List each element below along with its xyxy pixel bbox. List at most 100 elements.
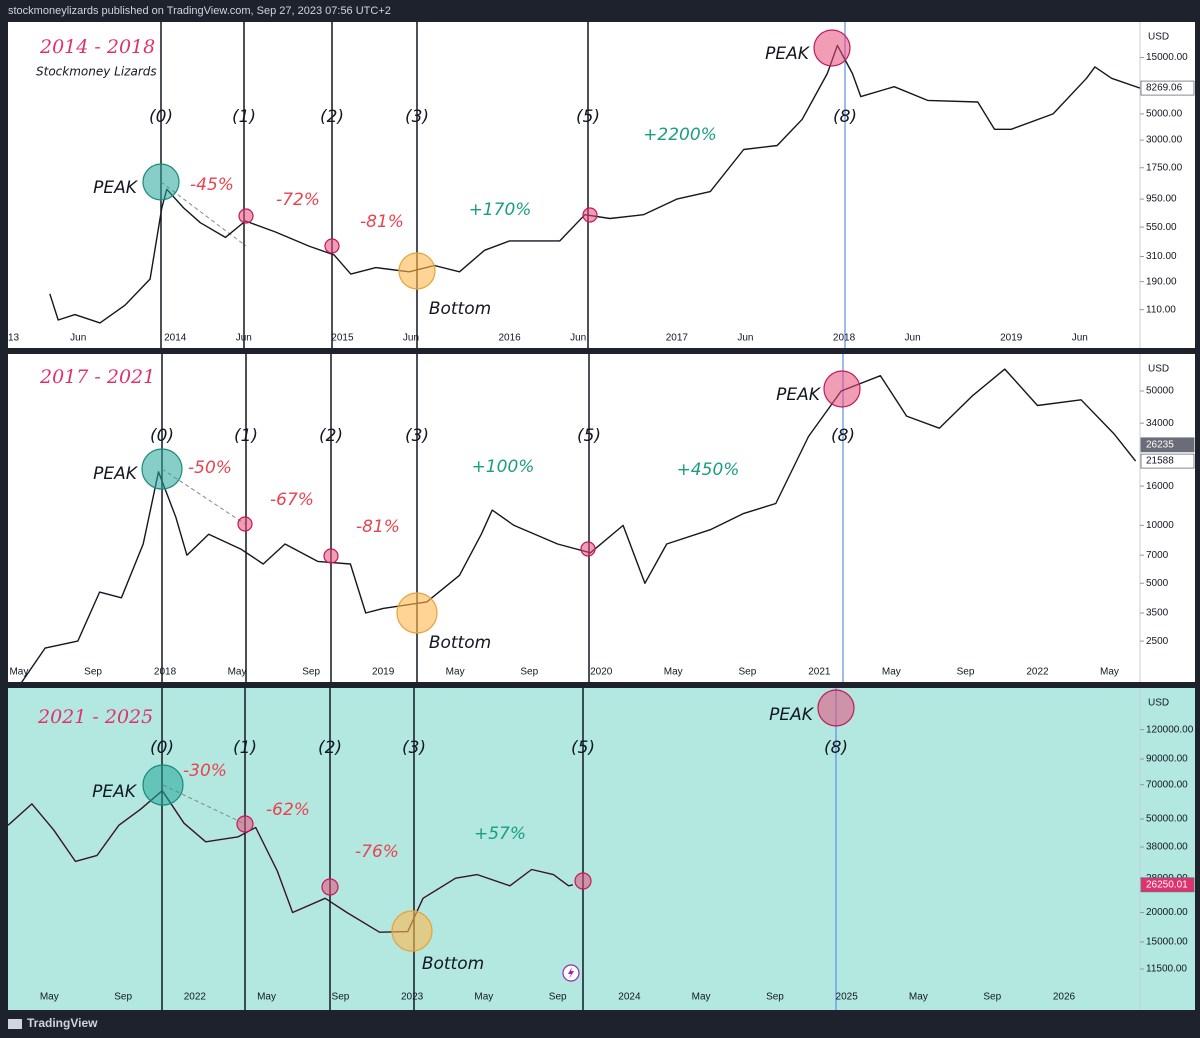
cycle-label: (8) <box>824 738 848 758</box>
x-tick-label: Sep <box>983 992 1001 1003</box>
x-tick-label: May <box>474 992 493 1003</box>
cycle-label: (3) <box>405 426 429 446</box>
highlight-circle <box>321 878 339 896</box>
x-tick-label: Sep <box>766 992 784 1003</box>
highlight-circle <box>398 252 436 290</box>
cycle-label: (1) <box>232 107 256 127</box>
cycle-label: (3) <box>402 738 426 758</box>
cycle-label: (5) <box>571 738 595 758</box>
annotation: +170% <box>469 200 532 220</box>
annotation: Bottom <box>422 954 484 974</box>
annotation: -30% <box>183 761 227 781</box>
annotation: -81% <box>360 212 404 232</box>
x-tick-label: May <box>40 992 59 1003</box>
x-tick-label: Sep <box>84 667 102 678</box>
x-tick-label: 2016 <box>498 333 521 344</box>
x-tick-label: Sep <box>520 667 538 678</box>
annotation: PEAK <box>93 178 139 198</box>
x-tick-label: 2024 <box>618 992 641 1003</box>
panel-background <box>8 354 1195 682</box>
price-tag-label: 21588 <box>1146 456 1174 467</box>
annotation: -62% <box>266 800 310 820</box>
y-tick-label: 38000.00 <box>1146 842 1188 853</box>
plot-area: (0) (1) (2) (3) (5) (8) PEAK -50% -67% -81% +100% +… <box>9 354 1137 682</box>
cycle-label: (0) <box>150 738 174 758</box>
price-tag-label: 26250.01 <box>1146 879 1188 890</box>
highlight-circle <box>238 208 254 224</box>
x-tick-label: 2022 <box>1026 667 1049 678</box>
annotation: +57% <box>474 824 526 844</box>
cycle-label: (1) <box>234 426 258 446</box>
x-tick-label: 2019 <box>1000 333 1023 344</box>
y-tick-label: 3000.00 <box>1146 135 1183 146</box>
y-tick-label: 11500.00 <box>1146 964 1187 975</box>
highlight-circle <box>574 872 592 890</box>
event-icon-bolt <box>568 967 574 979</box>
cycle-label: (8) <box>831 426 855 446</box>
panel-title: 2021 - 2025 <box>37 706 153 728</box>
y-tick-label: 120000.00 <box>1146 724 1194 735</box>
x-tick-label: 2018 <box>154 667 177 678</box>
cycle-label: (3) <box>405 107 429 127</box>
x-tick-label: 2021 <box>808 667 831 678</box>
x-tick-label: May <box>446 667 465 678</box>
x-tick-label: Jun <box>570 333 586 344</box>
plot-area: (0) (1) (2) (3) (5) (8) PEAK PEAK -30% -62% -76% +5… <box>8 688 1076 1010</box>
y-tick-label: 20000.00 <box>1146 907 1188 918</box>
x-tick-label: May <box>9 667 28 678</box>
highlight-circle <box>396 592 438 634</box>
price-tag <box>1140 877 1195 893</box>
x-tick-label: 2023 <box>401 992 424 1003</box>
footer-logo: TradingView <box>8 1016 98 1030</box>
cycle-label: (0) <box>149 107 173 127</box>
y-tick-label: 90000.00 <box>1146 754 1188 765</box>
x-tick-label: Jun <box>70 333 86 344</box>
price-tag-label: 26235 <box>1146 439 1174 450</box>
x-tick-label: 2014 <box>164 333 187 344</box>
price-tag-label: 8269.06 <box>1146 83 1183 94</box>
x-tick-label: 2026 <box>1053 992 1076 1003</box>
x-tick-label: May <box>692 992 711 1003</box>
cycle-label: (8) <box>833 107 857 127</box>
x-tick-label: Sep <box>302 667 320 678</box>
y-tick-label: 15000.00 <box>1146 52 1188 63</box>
y-tick-label: 50000 <box>1146 386 1174 397</box>
highlight-circle <box>324 238 340 254</box>
y-tick-label: 10000 <box>1146 520 1174 531</box>
price-tag <box>1140 437 1195 453</box>
x-tick-label: May <box>257 992 276 1003</box>
x-tick-label: May <box>909 992 928 1003</box>
annotation: -72% <box>276 190 320 210</box>
x-tick-label: Jun <box>1072 333 1088 344</box>
x-tick-label: 2019 <box>372 667 395 678</box>
annotation: PEAK <box>765 44 811 64</box>
cycle-label: (1) <box>233 738 257 758</box>
x-tick-label: Jun <box>737 333 753 344</box>
y-tick-label: 3500 <box>1146 608 1169 619</box>
y-tick-label: 310.00 <box>1146 251 1177 262</box>
x-tick-label: 2013 <box>0 333 20 344</box>
annotation: -50% <box>188 458 232 478</box>
annotation: -76% <box>355 842 399 862</box>
y-tick-label: 16000 <box>1146 481 1174 492</box>
panel-subtitle: Stockmoney Lizards <box>36 65 157 79</box>
annotation: PEAK <box>769 705 815 725</box>
annotation: Bottom <box>429 299 491 319</box>
y-tick-label: 7000 <box>1146 550 1169 561</box>
highlight-circle <box>236 815 254 833</box>
highlight-circle <box>813 29 851 67</box>
plot-area: (0) (1) (2) (3) (5) (8) +2200% PEAK -45% -72% -81%… <box>0 22 1140 348</box>
y-tick-label: 5000.00 <box>1146 109 1183 120</box>
y-tick-label: 190.00 <box>1146 276 1177 287</box>
annotation: PEAK <box>776 385 822 405</box>
highlight-circle <box>582 207 598 223</box>
x-tick-label: May <box>228 667 247 678</box>
footer: TradingView <box>27 1016 98 1030</box>
y-tick-label: 5000 <box>1146 578 1169 589</box>
currency-label: USD <box>1148 364 1169 375</box>
currency-label: USD <box>1148 698 1169 709</box>
y-tick-label: 110.00 <box>1146 304 1176 315</box>
panel-background <box>8 688 1195 1010</box>
price-line <box>21 368 1137 682</box>
